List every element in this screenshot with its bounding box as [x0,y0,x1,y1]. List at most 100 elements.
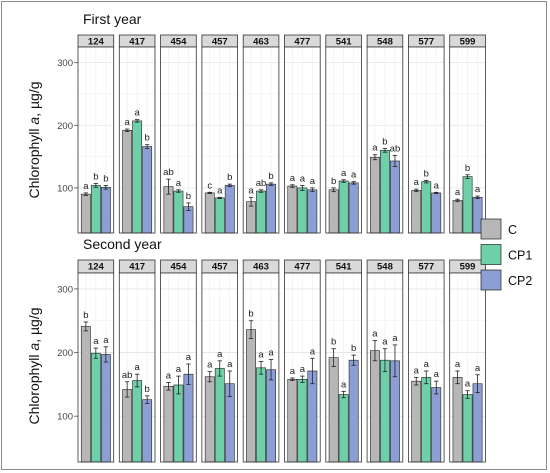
legend-swatch-c [480,218,502,240]
bar-cp2 [100,354,111,463]
bar-c [370,156,380,234]
significance-letter: a [268,348,274,359]
panel-title: First year [83,11,142,27]
bar-c [411,380,422,463]
facet-label: 463 [253,262,269,273]
facet-border [449,46,486,234]
bar-cp1 [380,150,390,234]
significance-letter: b [83,310,88,321]
bar-c [411,190,422,234]
significance-letter: a [341,168,347,179]
significance-letter: a [310,176,316,187]
legend-label: CP1 [508,249,532,263]
significance-letter: b [145,384,150,395]
bar-cp1 [297,378,308,463]
y-tick-label: 300 [57,284,73,295]
significance-letter: a [475,184,481,195]
facet-label: 599 [460,37,476,48]
significance-letter: ab [122,370,133,381]
significance-letter: b [248,309,253,320]
facet-label: 577 [418,262,434,273]
bar-cp2 [348,182,359,234]
significance-letter: a [290,366,296,377]
bar-c [452,200,463,234]
significance-letter: a [465,379,471,390]
bar-cp1 [173,190,184,234]
bar-c [246,329,256,463]
bar-c [328,189,339,234]
bar-cp1 [338,394,349,463]
facet-label: 548 [377,37,393,48]
significance-letter: b [382,136,387,147]
bar-c [204,192,215,234]
bar-cp2 [100,186,111,234]
facet-label: 454 [171,262,188,273]
legend-swatch-cp2 [480,269,502,291]
y-tick-label: 200 [57,348,73,359]
significance-letter: a [392,333,398,344]
bar-cp1 [256,190,266,234]
bar-c [80,326,91,463]
facet-border [160,46,197,234]
significance-letter: b [103,173,108,184]
bar-cp1 [90,352,101,463]
bar-c [287,185,298,234]
facet-border [366,46,404,234]
significance-letter: a [414,177,420,188]
bar-cp1 [421,181,432,234]
significance-letter: a [424,359,430,370]
bar-cp2 [142,146,153,234]
legend-label: CP2 [508,274,532,288]
facet-label: 599 [460,262,476,273]
bar-cp1 [90,185,101,234]
facet-border [201,46,238,234]
facet-label: 541 [336,37,353,48]
bar-cp2 [431,192,442,234]
facet-label: 457 [212,37,228,48]
significance-letter: b [424,168,429,179]
y-tick-label: 100 [57,412,73,423]
significance-letter: b [145,133,150,144]
significance-letter: a [135,362,141,373]
bar-cp1 [132,120,143,234]
facet-border [160,272,197,463]
facet-border [325,46,362,234]
bar-c [370,350,380,463]
y-tick-label: 200 [57,121,73,132]
bar-c [122,129,133,234]
facet-label: 463 [253,37,269,48]
significance-letter: a [83,181,89,192]
bar-cp1 [462,394,473,463]
bar-cp2 [183,373,194,463]
significance-letter: a [125,117,131,128]
y-tick-label: 300 [57,58,73,69]
significance-letter: a [248,185,254,196]
facet-border [242,272,280,463]
significance-letter: b [93,172,98,183]
facet-label: 124 [88,262,105,273]
facet-label: 124 [88,37,105,48]
significance-letter: b [351,343,356,354]
bar-cp2 [431,387,442,463]
bar-cp2 [142,399,153,463]
facet-label: 477 [294,37,310,48]
significance-letter: b [465,163,470,174]
facet-border [366,272,404,463]
facet-label: 454 [171,37,188,48]
significance-letter: a [455,359,461,370]
bar-cp2 [266,369,276,463]
bar-cp1 [421,377,432,463]
significance-letter: a [227,359,233,370]
significance-letter: a [103,335,109,346]
bar-c [287,378,298,463]
bar-c [163,385,174,463]
significance-letter: a [207,360,213,371]
significance-letter: b [268,171,273,182]
significance-letter: a [382,337,388,348]
significance-letter: ab [163,167,174,178]
facet-border [284,272,321,463]
significance-letter: a [434,180,440,191]
significance-letter: a [135,108,141,119]
significance-letter: a [372,143,378,154]
